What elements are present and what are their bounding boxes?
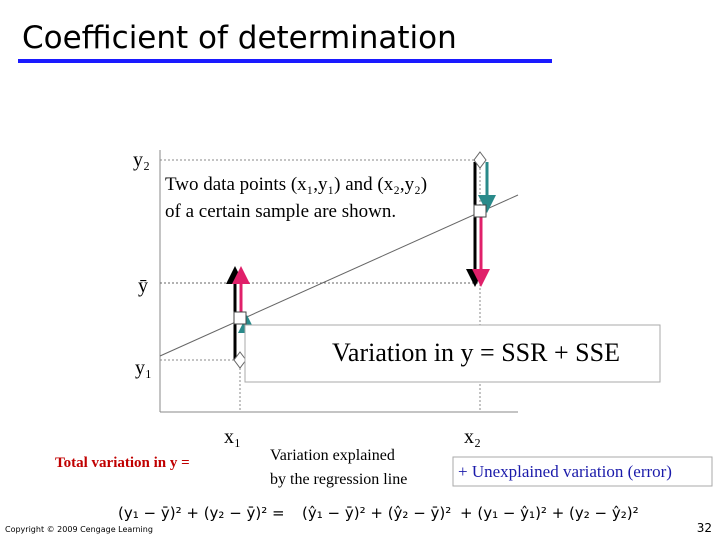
formula-unexplained: + (y₁ − ŷ₁)² + (y₂ − ŷ₂)²: [460, 504, 639, 522]
data-point: [233, 351, 247, 369]
fitted-point: [233, 311, 247, 325]
data-point: [473, 151, 487, 169]
axis-label: x₂: [464, 426, 481, 448]
slide-title: Coefficient of determination: [22, 20, 457, 56]
regression-line: [159, 194, 519, 357]
explained-label: Variation explained: [270, 447, 395, 464]
axis-label: y₁: [135, 357, 152, 379]
box-text: Variation in y = SSR + SSE: [332, 338, 620, 367]
note: Two data points (x₁,y₁) and (x₂,y₂): [165, 174, 427, 195]
note: of a certain sample are shown.: [165, 201, 396, 222]
equation-box: [244, 324, 661, 383]
axis-label: ȳ: [138, 275, 148, 297]
explained-label: by the regression line: [270, 471, 407, 488]
formula-total: (y₁ − ȳ)² + (y₂ − ȳ)² =: [118, 504, 285, 522]
formula-explained: (ŷ₁ − ȳ)² + (ŷ₂ − ȳ)²: [302, 504, 451, 522]
fitted-point: [473, 204, 487, 218]
unexplained-label: + Unexplained variation (error): [458, 462, 672, 481]
copyright: Copyright © 2009 Cengage Learning: [5, 525, 153, 534]
axis-label: y₂: [133, 149, 150, 171]
page-number: 32: [697, 521, 712, 535]
axis-label: x₁: [224, 426, 241, 448]
unexplained-box: [452, 456, 713, 487]
total-label: Total variation in y =: [55, 455, 190, 471]
